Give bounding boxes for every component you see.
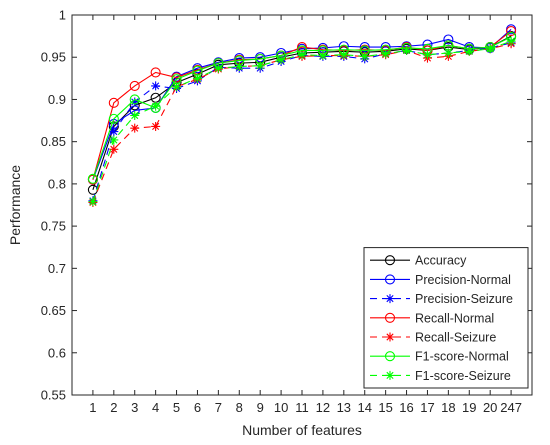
data-point: [318, 51, 328, 61]
x-tick-label: 247: [500, 400, 522, 415]
x-tick-label: 4: [152, 400, 159, 415]
legend-swatch-marker: [384, 351, 396, 362]
data-point: [109, 135, 119, 145]
legend-label: F1-score-Normal: [415, 350, 509, 364]
legend-swatch-marker: [385, 332, 395, 342]
x-tick-label: 2: [110, 400, 117, 415]
data-point: [276, 55, 286, 65]
x-tick-label: 14: [357, 400, 371, 415]
data-point: [443, 48, 453, 58]
data-point: [506, 36, 516, 46]
data-point: [108, 113, 119, 124]
y-tick-label: 0.85: [41, 134, 66, 149]
y-tick-label: 0.75: [41, 219, 66, 234]
x-tick-label: 12: [316, 400, 330, 415]
data-point: [129, 94, 140, 105]
data-point: [109, 127, 119, 137]
data-point: [109, 144, 119, 154]
x-tick-label: 13: [337, 400, 351, 415]
series-line: [92, 30, 512, 180]
legend-swatch-marker: [385, 294, 395, 304]
x-tick-label: 7: [215, 400, 222, 415]
legend-item: Accuracy: [370, 254, 467, 268]
x-tick-label: 8: [236, 400, 243, 415]
data-point: [402, 45, 412, 55]
data-point: [151, 121, 161, 131]
x-tick-label: 5: [173, 400, 180, 415]
legend: Accuracy Precision-Normal Precision-Seizur…: [363, 247, 529, 389]
data-point: [297, 50, 307, 60]
legend-swatch-marker: [384, 255, 396, 266]
legend-label: Recall-Normal: [415, 311, 494, 325]
series-line: [92, 43, 512, 203]
legend-item: F1-score-Seizure: [370, 369, 511, 383]
x-tick-label: 3: [131, 400, 138, 415]
data-point: [150, 67, 161, 78]
legend-item: Precision-Seizure: [370, 292, 513, 306]
legend-label: Recall-Seizure: [415, 331, 496, 345]
y-tick-label: 1: [59, 8, 66, 23]
data-point: [88, 197, 98, 207]
x-tick-label: 15: [378, 400, 392, 415]
data-point: [130, 97, 140, 107]
data-point: [151, 81, 161, 91]
series-layer: [87, 24, 517, 207]
data-point: [255, 61, 265, 71]
x-tick-label: 9: [257, 400, 264, 415]
legend-swatch-marker: [384, 312, 396, 323]
x-tick-label: 10: [274, 400, 288, 415]
data-point: [359, 42, 370, 53]
data-point: [87, 173, 98, 184]
data-point: [485, 44, 495, 54]
legend-item: Precision-Normal: [370, 273, 511, 287]
x-tick-label: 19: [462, 400, 476, 415]
x-tick-label: 11: [295, 400, 309, 415]
y-tick-label: 0.55: [41, 388, 66, 403]
x-tick-label: 6: [194, 400, 201, 415]
x-tick-label: 17: [420, 400, 434, 415]
data-point: [213, 63, 223, 73]
data-point: [192, 73, 202, 83]
y-axis-label: Performance: [7, 165, 23, 245]
data-point: [381, 49, 391, 59]
data-point: [151, 101, 161, 111]
data-point: [130, 110, 140, 120]
data-point: [443, 34, 454, 45]
legend-swatch-marker: [384, 274, 396, 285]
y-tick-label: 0.7: [48, 261, 66, 276]
data-point: [129, 80, 140, 91]
y-tick-label: 0.6: [48, 345, 66, 360]
x-tick-label: 20: [483, 400, 497, 415]
legend-swatch-marker: [385, 370, 395, 380]
data-point: [422, 50, 432, 60]
legend-label: Accuracy: [415, 254, 467, 268]
data-point: [464, 46, 474, 56]
data-point: [506, 25, 517, 37]
data-point: [234, 62, 244, 72]
y-tick-label: 0.65: [41, 303, 66, 318]
data-point: [339, 50, 349, 60]
y-tick-label: 0.95: [41, 50, 66, 65]
legend-item: Recall-Normal: [370, 311, 494, 325]
legend-label: Precision-Normal: [415, 273, 511, 287]
series-f1-score-seizure: [88, 36, 516, 207]
y-tick-label: 0.8: [48, 176, 66, 191]
x-tick-label: 18: [441, 400, 455, 415]
x-tick-label: 16: [399, 400, 413, 415]
legend-label: F1-score-Seizure: [415, 369, 511, 383]
data-point: [108, 97, 119, 108]
legend-label: Precision-Seizure: [415, 292, 513, 306]
data-point: [360, 51, 370, 61]
data-point: [130, 123, 140, 133]
data-point: [172, 82, 182, 92]
x-tick-label: 1: [89, 400, 96, 415]
y-tick-label: 0.9: [48, 92, 66, 107]
legend-item: Recall-Seizure: [370, 331, 496, 345]
legend-item: F1-score-Normal: [370, 350, 509, 364]
x-axis-label: Number of features: [242, 422, 362, 438]
